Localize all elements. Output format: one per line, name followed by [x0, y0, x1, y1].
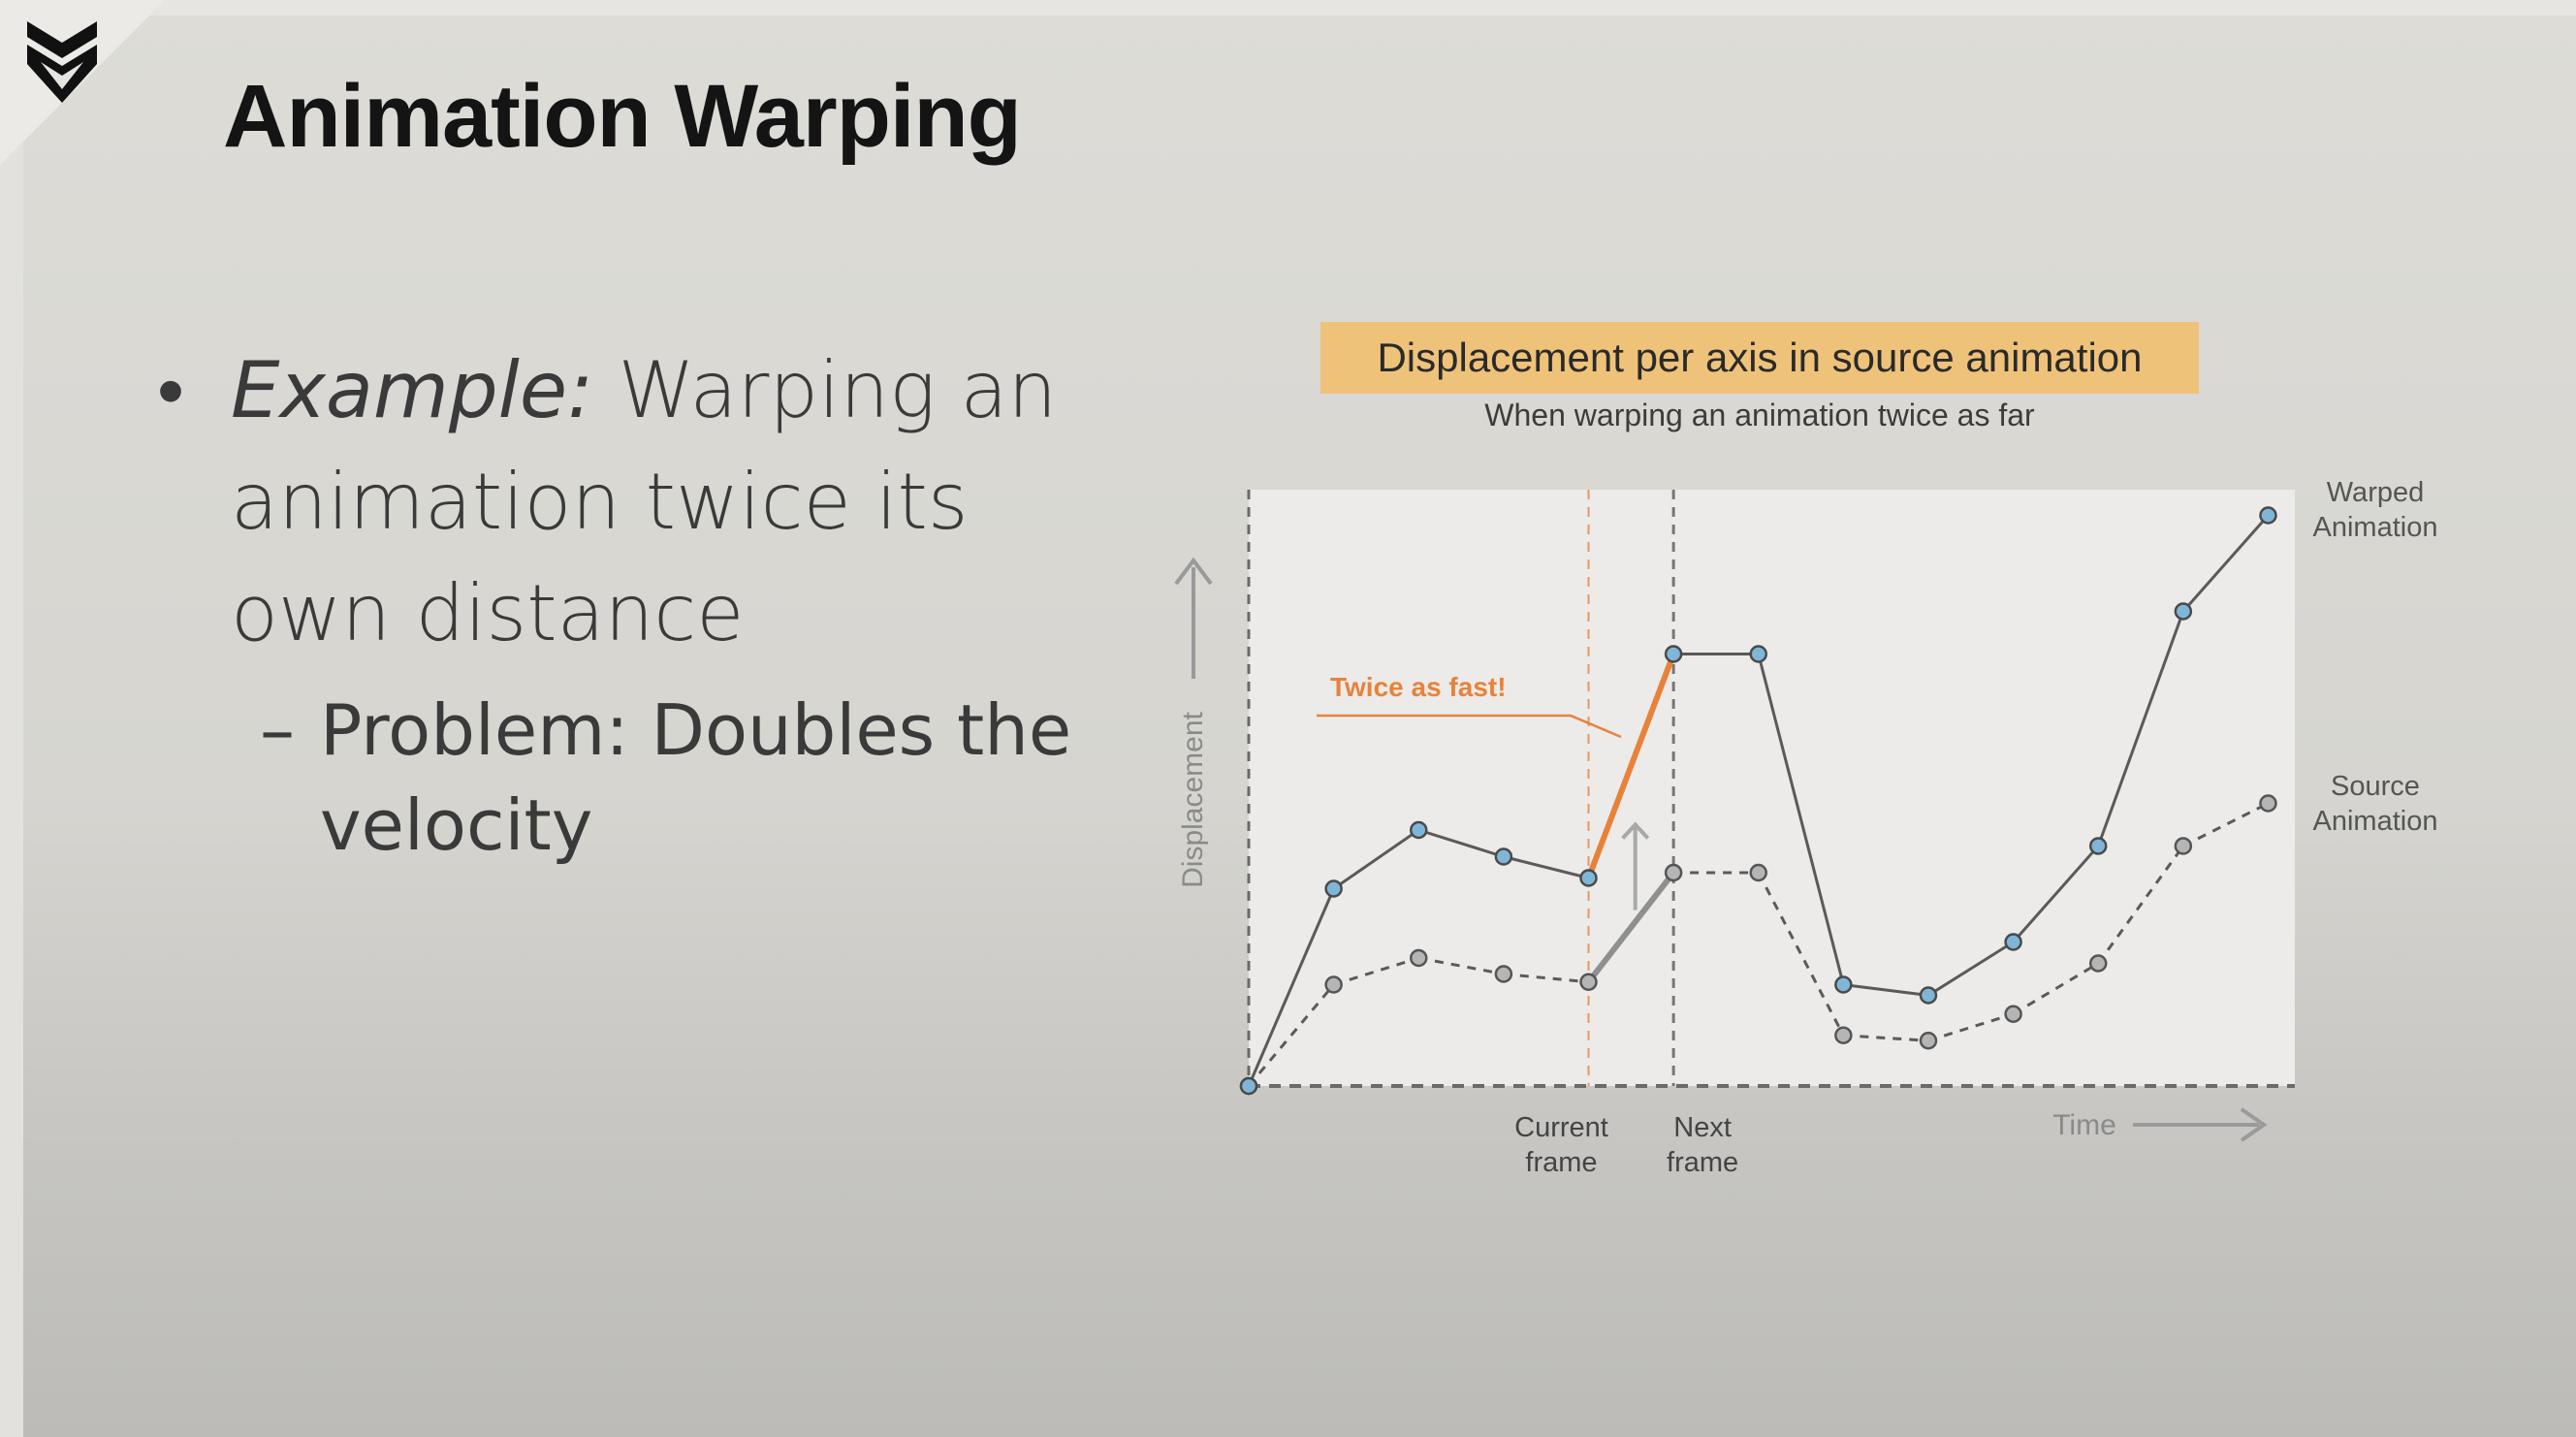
annotation-leader-line	[1317, 714, 1622, 739]
sub-bullet-dash: –	[260, 689, 295, 771]
top-strip	[0, 0, 2576, 16]
velocity-up-arrow-head	[1621, 821, 1650, 840]
series-source-line	[1247, 802, 2270, 1087]
source-point	[1494, 965, 1513, 983]
chart-subtitle: When warping an animation twice as far	[1484, 398, 2035, 432]
frame-label-0: Current frame	[1514, 1112, 1608, 1178]
warped-point	[1919, 986, 1938, 1005]
bullet-dot: •	[157, 345, 185, 435]
warped-point	[1324, 879, 1343, 898]
bullet-emphasis: Example:	[231, 345, 594, 435]
y-axis-label: Displacement	[1177, 711, 1209, 887]
source-point	[2088, 954, 2108, 973]
x-axis-arrow-head	[2240, 1107, 2268, 1142]
source-point	[1324, 975, 1343, 994]
chart-title: Displacement per axis in source animatio…	[1377, 335, 2143, 380]
warped-point	[2004, 933, 2022, 951]
warped-point	[1834, 975, 1853, 994]
y-axis-arrow-head	[1174, 557, 1213, 586]
page-title: Animation Warping	[223, 67, 1022, 166]
warped-point	[1494, 847, 1513, 866]
x-axis-label: Time	[2052, 1109, 2116, 1141]
warped-point	[2174, 602, 2193, 621]
sub-bullet-text: Problem: Doubles the velocity	[320, 689, 1072, 866]
source-point	[2004, 1005, 2022, 1023]
displacement-chart: Current frame Next frame Displacement Time Twi…	[1174, 477, 2438, 1178]
source-point	[1664, 863, 1683, 882]
chart-title-box: Displacement per axis in source animatio…	[1320, 322, 2199, 394]
source-point	[1579, 973, 1598, 991]
source-point	[1409, 948, 1428, 968]
bullet-item: • Example: Warping an animation twice it…	[155, 335, 1086, 669]
legend-source: Source Animation	[2313, 771, 2438, 837]
frame-label-1: Next frame	[1667, 1112, 1738, 1178]
bullet-text: Warping an animation twice its own dista…	[231, 345, 1058, 658]
bullet-list: • Example: Warping an animation twice it…	[155, 335, 1086, 873]
plot-area	[1249, 490, 2295, 1086]
warped-point	[2088, 837, 2108, 855]
left-strip	[0, 0, 23, 1437]
warped-point	[2259, 506, 2277, 525]
source-point	[1919, 1032, 1938, 1050]
warped-point	[1664, 645, 1683, 663]
warped-highlight-segment	[1585, 653, 1676, 879]
annotation-twice-as-fast: Twice as fast!	[1330, 672, 1507, 702]
warped-point	[1409, 820, 1428, 840]
source-point	[2174, 837, 2193, 855]
source-point	[1834, 1026, 1853, 1044]
warped-point	[1579, 869, 1598, 887]
series-warped-line	[1247, 514, 2270, 1087]
warped-point	[1239, 1076, 1258, 1096]
source-highlight-segment	[1586, 871, 1676, 984]
sub-bullet-item: – Problem: Doubles the velocity	[260, 683, 1086, 873]
legend-warped: Warped Animation	[2313, 477, 2438, 543]
warped-point	[1749, 645, 1767, 663]
chevron-shield-logo-icon	[27, 21, 97, 103]
source-point	[1749, 863, 1767, 882]
source-point	[2259, 794, 2277, 813]
